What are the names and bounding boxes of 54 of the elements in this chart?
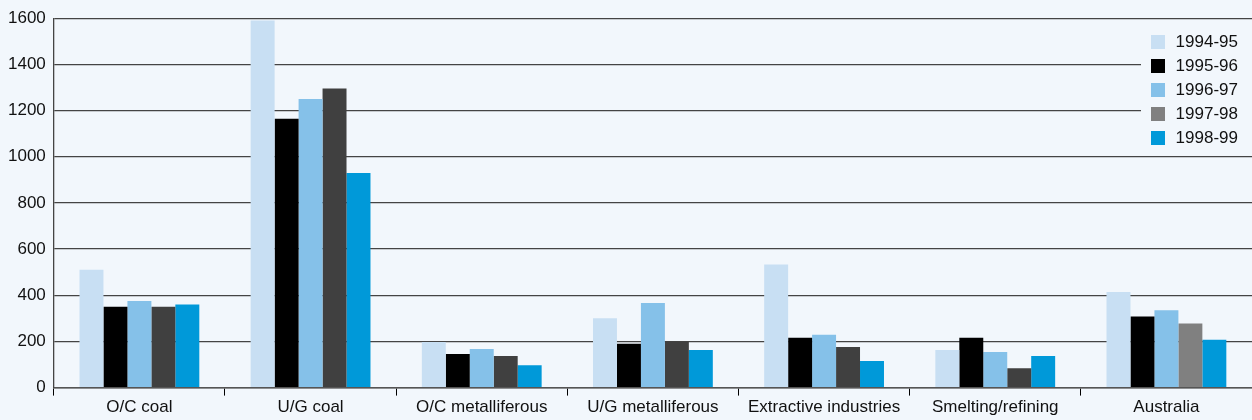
y-tick-label: 200 [17,331,46,351]
bar [1178,323,1203,387]
bar [1130,316,1155,387]
bar [274,118,299,387]
bar [860,361,884,387]
bar [445,354,470,387]
bar [346,172,371,387]
bar [836,346,861,387]
x-tick-label: U/G coal [277,397,344,417]
y-tick-label: 800 [17,192,46,212]
bar [298,99,323,387]
bar [593,318,617,387]
bar [79,269,104,387]
bar [1007,368,1032,387]
y-tick-label: 400 [17,284,46,304]
bar [250,20,275,387]
bar [935,349,960,387]
x-tick-label: Australia [1133,397,1201,417]
legend-label: 1995-96 [1175,56,1238,76]
bar [103,306,128,387]
bar [493,355,518,387]
bar [151,306,176,387]
legend-label: 1997-98 [1175,104,1238,124]
bar [421,341,446,387]
bar [788,337,813,387]
bar [175,304,200,387]
y-tick-label: 1200 [7,100,46,120]
bar [1154,310,1179,387]
bar [1106,292,1131,387]
bar [640,303,665,387]
bar [812,334,837,387]
bar [688,349,713,387]
x-tick-label: O/C metalliferous [416,397,548,417]
y-tick-label: 1600 [7,7,46,27]
x-tick-label: U/G metalliferous [587,397,719,417]
legend-label: 1994-95 [1175,32,1238,52]
y-tick-label: 1400 [7,54,46,74]
bar [616,343,641,387]
bar [983,352,1008,387]
bar [127,301,152,387]
x-tick-label: Extractive industries [748,397,901,417]
bar [1031,355,1056,387]
bar [469,349,494,387]
legend-label: 1998-99 [1175,128,1238,148]
x-tick-label: Smelting/refining [931,397,1059,417]
y-tick-label: 1000 [7,146,46,166]
bar [959,337,984,387]
bar [517,365,542,387]
y-tick-label: 600 [17,238,46,258]
x-tick-label: O/C coal [106,397,173,417]
y-tick-label: 0 [36,377,46,397]
bar [1202,339,1227,387]
bar [764,264,789,387]
legend-label: 1996-97 [1175,80,1238,100]
